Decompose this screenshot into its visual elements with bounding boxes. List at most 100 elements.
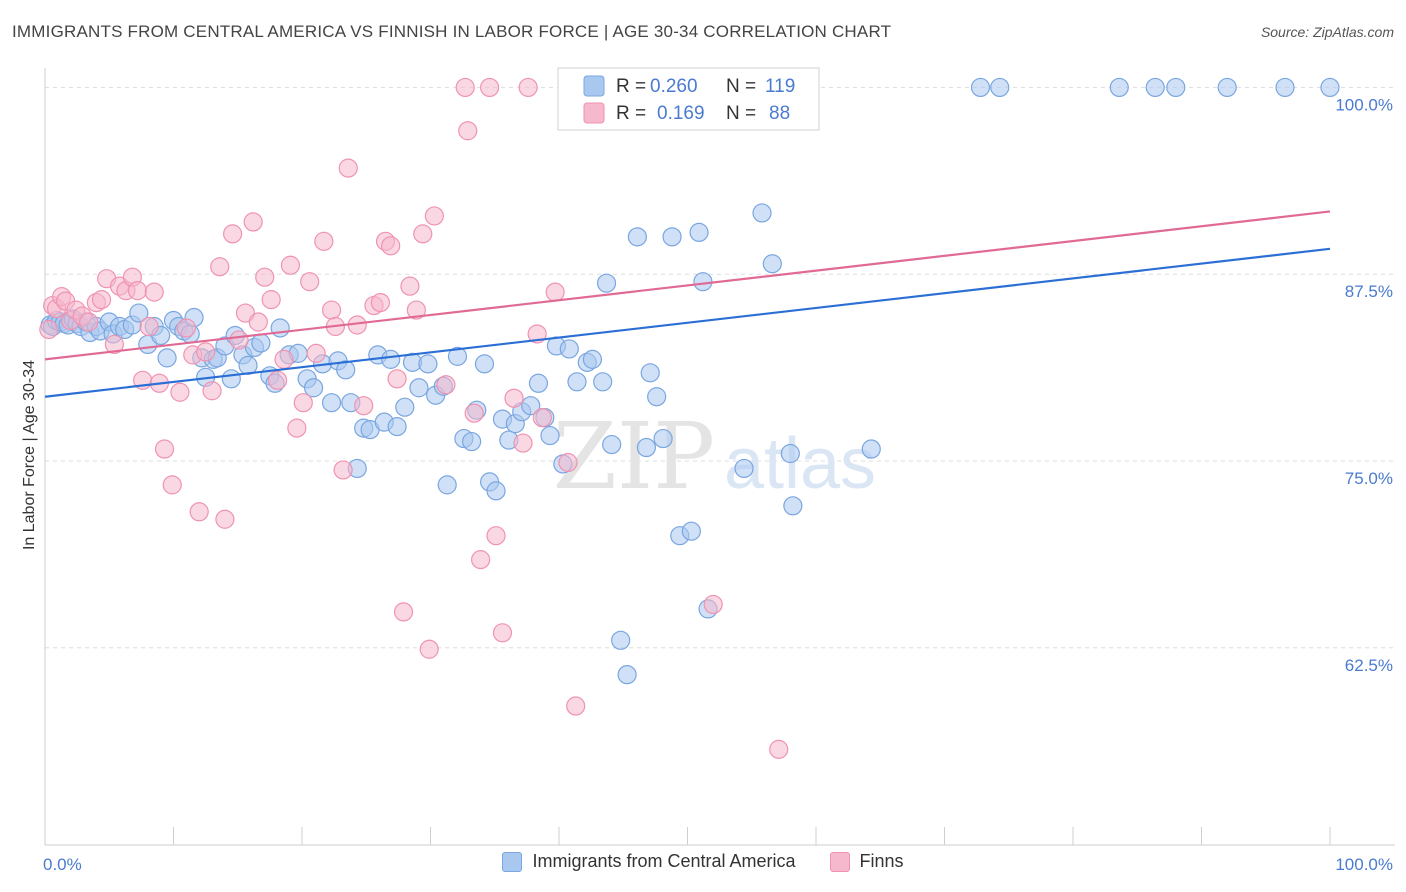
pink-data-point	[215, 509, 235, 529]
blue-data-point	[617, 665, 637, 685]
blue-data-point	[970, 77, 991, 98]
blue-data-point	[640, 363, 660, 383]
blue-data-point	[636, 437, 656, 458]
pink-data-point	[321, 300, 342, 320]
pink-data-point	[400, 276, 420, 296]
blue-data-point	[437, 475, 457, 495]
blue-data-point	[559, 339, 579, 359]
pink-data-point	[223, 224, 243, 244]
blue-data-point	[990, 77, 1010, 98]
pink-data-point	[769, 739, 789, 759]
pink-data-point	[471, 550, 491, 570]
blue-data-point	[627, 227, 647, 247]
pink-data-point	[274, 349, 294, 369]
blue-data-point	[521, 396, 541, 416]
r-value-blue: 0.260	[650, 76, 698, 97]
blue-data-point	[129, 303, 149, 323]
pink-data-point	[287, 418, 307, 438]
pink-swatch	[583, 102, 605, 124]
pink-data-point	[381, 236, 401, 256]
blue-data-point	[783, 496, 803, 516]
data-points	[39, 77, 1340, 759]
n-value-blue: 119	[765, 76, 795, 97]
pink-data-point	[413, 224, 433, 244]
legend-swatch-blue	[502, 851, 523, 872]
blue-trend-line	[44, 247, 1331, 398]
blue-data-point	[251, 333, 271, 353]
stats-legend: R = 0.260 N = 119 R = 0.169 N = 88	[557, 67, 820, 131]
blue-data-point	[593, 372, 613, 392]
pink-data-point	[314, 231, 334, 251]
pink-data-point	[504, 388, 524, 408]
watermark-zip: ZIP	[553, 403, 715, 510]
pink-data-point	[79, 312, 99, 332]
pink-data-point	[267, 370, 288, 390]
y-tick-label: 87.5%	[1345, 282, 1393, 301]
blue-data-point	[1275, 77, 1295, 98]
y-tick-label: 100.0%	[1335, 95, 1393, 114]
blue-data-point	[303, 378, 324, 398]
chart-title: IMMIGRANTS FROM CENTRAL AMERICA VS FINNI…	[12, 22, 892, 41]
pink-data-point	[189, 502, 209, 522]
blue-data-point	[157, 348, 177, 368]
legend-label-blue: Immigrants from Central America	[532, 851, 796, 871]
n-value-pink: 88	[769, 103, 790, 124]
blue-data-point	[689, 222, 709, 242]
pink-data-point	[370, 292, 390, 313]
pink-data-point	[419, 639, 439, 659]
legend-swatch-pink	[829, 851, 850, 872]
blue-data-point	[693, 272, 713, 292]
blue-data-point	[1145, 77, 1165, 98]
blue-data-point	[861, 439, 881, 459]
blue-data-point	[221, 369, 241, 389]
blue-data-point	[418, 354, 438, 374]
watermark: ZIP atlas	[553, 403, 876, 510]
trend-lines	[44, 210, 1331, 398]
blue-data-point	[321, 393, 342, 413]
blue-data-point	[387, 417, 407, 437]
pink-data-point	[162, 475, 182, 495]
blue-data-point	[395, 397, 415, 417]
pink-data-point	[513, 433, 533, 453]
blue-data-point	[762, 254, 782, 274]
blue-data-point	[1217, 77, 1237, 98]
pink-data-point	[261, 290, 281, 310]
blue-data-point	[662, 227, 682, 247]
pink-data-point	[486, 526, 506, 546]
pink-data-point	[280, 255, 301, 275]
pink-data-point	[387, 369, 407, 389]
pink-data-point	[393, 602, 414, 622]
pink-data-point	[436, 375, 456, 395]
pink-data-point	[480, 77, 500, 98]
blue-data-point	[270, 318, 290, 338]
pink-data-point	[248, 312, 268, 332]
blue-data-point	[602, 434, 622, 455]
blue-data-point	[381, 349, 401, 369]
y-axis-title: In Labor Force | Age 30-34	[21, 360, 38, 550]
y-tick-label: 62.5%	[1345, 656, 1393, 675]
pink-data-point	[545, 282, 565, 302]
blue-data-point	[653, 428, 673, 449]
blue-data-point	[447, 346, 468, 366]
legend-label-pink: Finns	[859, 851, 904, 871]
x-tick-label: 100.0%	[1335, 855, 1393, 874]
blue-data-point	[734, 458, 754, 479]
stats-legend-row-pink: R = 0.169 N = 88	[583, 102, 790, 124]
legend-item-blue: Immigrants from Central America	[502, 851, 796, 872]
blue-data-point	[1320, 77, 1340, 98]
x-tick-label: 0.0%	[43, 855, 82, 874]
pink-data-point	[176, 318, 196, 338]
pink-data-point	[458, 121, 478, 141]
pink-data-point	[703, 594, 723, 615]
pink-data-point	[127, 281, 148, 301]
blue-data-point	[540, 425, 560, 446]
blue-data-point	[528, 373, 549, 393]
pink-data-point	[210, 257, 230, 277]
pink-data-point	[300, 272, 320, 292]
pink-data-point	[202, 381, 222, 401]
pink-data-point	[333, 460, 353, 480]
pink-data-point	[144, 282, 164, 302]
blue-data-point	[611, 630, 631, 650]
pink-data-point	[406, 300, 426, 320]
